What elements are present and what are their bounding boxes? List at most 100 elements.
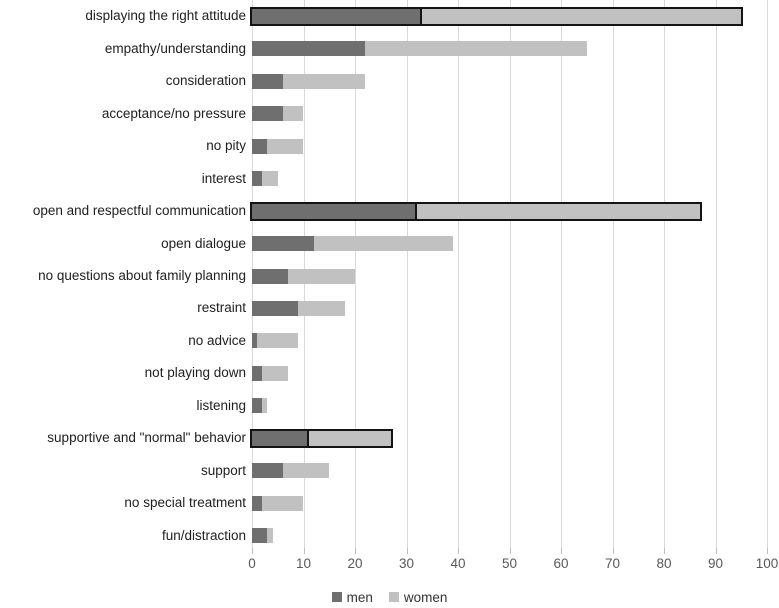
x-tick-label: 70 — [604, 556, 621, 571]
stacked-bar — [252, 73, 366, 89]
stacked-bar — [252, 138, 304, 154]
x-tick-label: 20 — [347, 556, 363, 571]
bar-segment-men — [252, 365, 263, 381]
bar-segment-women — [267, 138, 304, 154]
bar-segment-men — [252, 203, 417, 219]
bar-segment-women — [282, 463, 330, 479]
gridline — [612, 0, 614, 548]
bar-segment-men — [252, 138, 268, 154]
bar-segment-women — [262, 365, 289, 381]
tick-mark — [664, 548, 665, 554]
bar-segment-women — [262, 398, 268, 414]
gridline — [458, 0, 459, 548]
bar-segment-men — [252, 463, 283, 479]
stacked-bar — [252, 41, 587, 57]
stacked-bar — [250, 201, 703, 221]
legend-swatch-women — [388, 592, 399, 602]
bar-segment-men — [252, 236, 314, 252]
category-label: supportive and "normal" behavior — [47, 430, 246, 446]
bar-segment-women — [282, 106, 304, 122]
tick-mark — [252, 548, 253, 554]
bar-segment-women — [282, 73, 366, 89]
x-tick-label: 40 — [450, 556, 466, 571]
bar-segment-women — [308, 430, 392, 446]
category-label: acceptance/no pressure — [101, 105, 246, 121]
tick-mark — [561, 548, 562, 554]
gridline — [561, 0, 562, 548]
stacked-bar — [252, 268, 355, 284]
stacked-bar — [252, 236, 453, 252]
tick-mark — [612, 548, 614, 554]
bar-segment-women — [298, 300, 345, 316]
bar-segment-men — [252, 528, 268, 544]
stacked-bar — [252, 106, 304, 122]
category-label: open dialogue — [161, 235, 246, 251]
tick-mark — [406, 548, 408, 554]
bar-segment-women — [416, 203, 701, 219]
bar-segment-men — [252, 495, 263, 511]
x-tick-label: 30 — [398, 556, 415, 571]
category-label: fun/distraction — [161, 527, 246, 543]
category-label: no advice — [188, 332, 246, 348]
category-label: displaying the right attitude — [85, 8, 246, 24]
stacked-bar — [252, 300, 345, 316]
bar-segment-men — [252, 430, 309, 446]
bar-segment-women — [267, 528, 273, 544]
legend-label: women — [403, 589, 448, 605]
tick-mark — [458, 548, 459, 554]
category-label: empathy/understanding — [104, 40, 246, 56]
bar-segment-men — [252, 41, 366, 57]
bar-segment-men — [252, 171, 263, 187]
category-label: no questions about family planning — [38, 268, 246, 283]
bar-segment-men — [252, 8, 422, 24]
x-tick-label: 50 — [501, 556, 518, 571]
category-label: restraint — [197, 300, 246, 316]
bar-segment-men — [252, 300, 299, 316]
legend-swatch-men — [331, 592, 342, 602]
bar-segment-women — [313, 236, 453, 252]
legend-item-men: men — [331, 589, 373, 605]
x-tick-label: 80 — [656, 556, 672, 571]
gridline — [767, 0, 768, 548]
category-label: not playing down — [144, 365, 246, 381]
x-tick-label: 100 — [755, 556, 779, 571]
tick-mark — [303, 548, 305, 554]
legend-label: men — [346, 589, 373, 605]
category-label: no pity — [206, 138, 246, 154]
x-tick-label: 10 — [295, 556, 312, 571]
category-label: no special treatment — [124, 495, 246, 511]
stacked-bar — [250, 428, 394, 448]
tick-mark — [715, 548, 717, 554]
bar-segment-men — [252, 398, 263, 414]
gridline — [509, 0, 511, 548]
bar-segment-men — [252, 106, 283, 122]
gridline — [355, 0, 356, 548]
x-tick-label: 0 — [248, 556, 256, 571]
category-label: support — [200, 462, 246, 478]
bar-segment-men — [252, 268, 289, 284]
tick-mark — [767, 548, 768, 554]
bar-segment-men — [252, 333, 258, 349]
category-label: open and respectful communication — [32, 203, 246, 219]
stacked-bar — [252, 365, 289, 381]
legend: men women — [0, 588, 779, 606]
x-tick-label: 60 — [553, 556, 569, 571]
gridline — [406, 0, 408, 548]
bar-segment-women — [262, 495, 304, 511]
bar-segment-women — [288, 268, 355, 284]
gridline — [715, 0, 717, 548]
stacked-bar — [252, 463, 330, 479]
stacked-bar — [252, 333, 299, 349]
tick-mark — [509, 548, 511, 554]
bar-segment-women — [365, 41, 587, 57]
bar-segment-men — [252, 73, 283, 89]
bar-segment-women — [421, 8, 742, 24]
category-label: consideration — [165, 73, 246, 89]
gridline — [664, 0, 665, 548]
x-tick-label: 90 — [707, 556, 724, 571]
stacked-bar — [252, 398, 268, 414]
bar-segment-women — [262, 171, 278, 187]
stacked-bar — [250, 6, 744, 26]
category-label: interest — [201, 170, 246, 186]
